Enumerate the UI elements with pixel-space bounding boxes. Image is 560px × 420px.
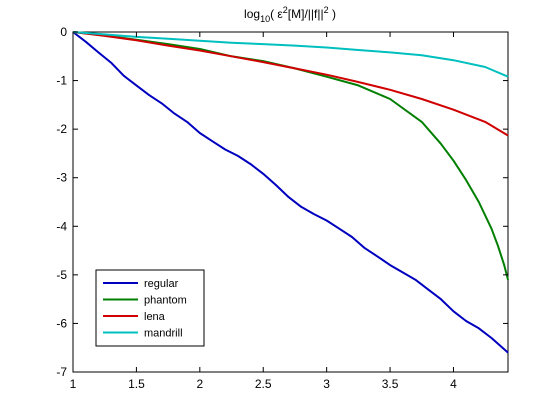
y-tick-label: -2 bbox=[56, 122, 67, 136]
title-body: ( ε bbox=[270, 7, 283, 21]
x-tick-label: 3 bbox=[323, 377, 330, 391]
y-tick-label: -6 bbox=[56, 316, 67, 330]
series-line-lena bbox=[72, 31, 509, 137]
legend-label-lena: lena bbox=[144, 311, 166, 323]
axis-ticks: 1 1.5 2 2.5 3 3.5 4 0 -1 -2 -3 -4 -5 -6 -7 bbox=[56, 25, 508, 391]
x-tick-label: 1 bbox=[70, 377, 77, 391]
x-tick-label: 2.5 bbox=[255, 377, 272, 391]
y-tick-label: 0 bbox=[60, 25, 67, 39]
y-tick-label: -7 bbox=[56, 365, 67, 379]
x-tick-label: 3.5 bbox=[382, 377, 399, 391]
chart-title: log10( ε2[M]/||f||2 ) bbox=[244, 5, 336, 24]
series-line-mandrill bbox=[72, 31, 509, 78]
x-tick-label: 1.5 bbox=[128, 377, 145, 391]
legend: regular phantom lena mandrill bbox=[95, 269, 205, 347]
y-tick-label: -4 bbox=[56, 219, 67, 233]
series-lines bbox=[72, 31, 509, 354]
title-subscript: 10 bbox=[260, 14, 270, 24]
title-sup2: 2 bbox=[324, 5, 329, 15]
title-sup1: 2 bbox=[283, 5, 288, 15]
title-middle: [M]/||f|| bbox=[288, 7, 324, 21]
legend-label-regular: regular bbox=[144, 278, 179, 290]
title-suffix: ) bbox=[329, 7, 336, 21]
title-prefix: log bbox=[244, 7, 260, 21]
y-tick-label: -3 bbox=[56, 171, 67, 185]
x-tick-label: 4 bbox=[450, 377, 457, 391]
series-line-regular bbox=[72, 31, 509, 354]
legend-label-phantom: phantom bbox=[144, 295, 187, 307]
y-tick-label: -1 bbox=[56, 74, 67, 88]
y-tick-label: -5 bbox=[56, 268, 67, 282]
series-line-phantom bbox=[72, 31, 509, 280]
legend-label-mandrill: mandrill bbox=[144, 328, 183, 340]
x-tick-label: 2 bbox=[196, 377, 203, 391]
